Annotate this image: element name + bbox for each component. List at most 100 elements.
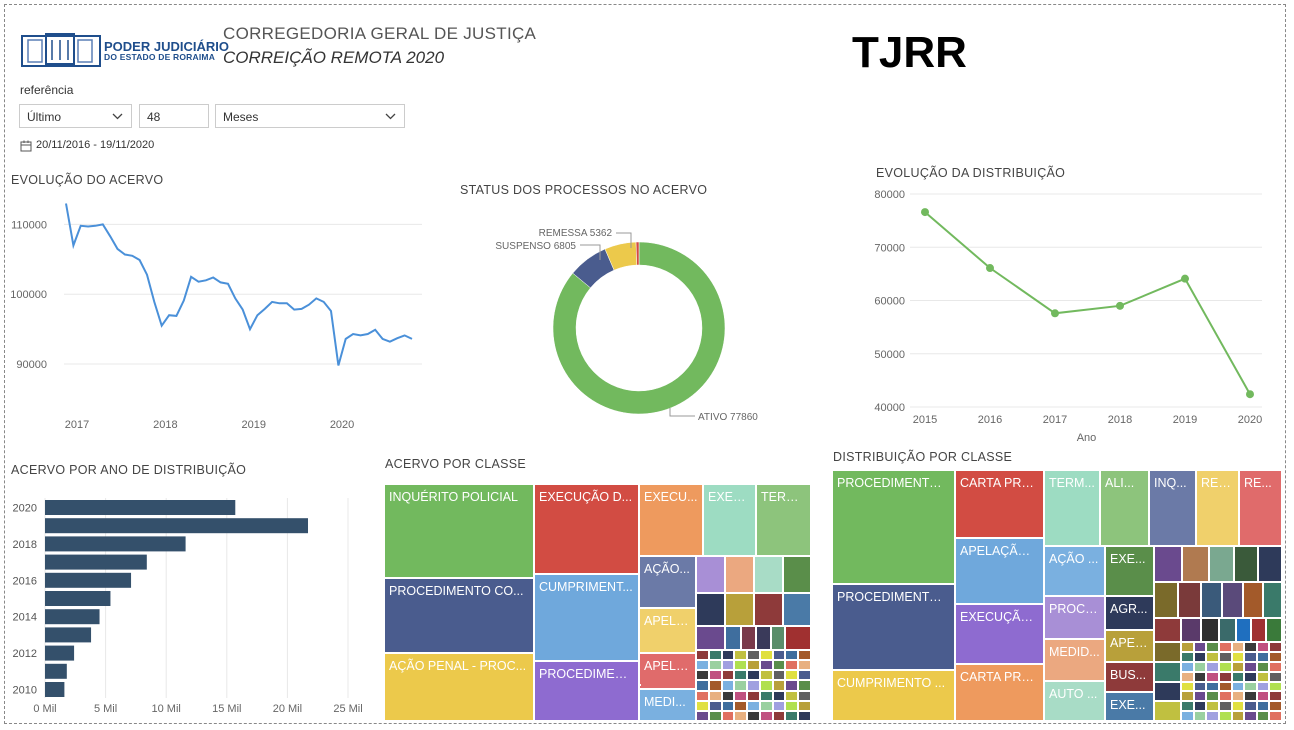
treemap-cell-small[interactable] bbox=[734, 650, 748, 661]
treemap-cell[interactable]: MEDI... bbox=[639, 689, 696, 721]
treemap-cell-small[interactable] bbox=[1231, 661, 1245, 672]
treemap-cell-small[interactable] bbox=[747, 690, 760, 701]
treemap-cell-small[interactable] bbox=[1206, 681, 1219, 692]
treemap-cell-small[interactable] bbox=[1193, 661, 1207, 672]
treemap-cell-small[interactable] bbox=[708, 670, 722, 681]
treemap-cell-small[interactable] bbox=[798, 650, 811, 661]
treemap-cell[interactable]: MEDID... bbox=[1044, 639, 1105, 681]
treemap-cell-small[interactable] bbox=[1231, 671, 1245, 682]
treemap-cell-small[interactable] bbox=[1244, 671, 1257, 682]
treemap-cell[interactable]: AÇÃO PENAL - PROC... bbox=[384, 653, 534, 721]
treemap-cell-small[interactable] bbox=[798, 700, 811, 711]
treemap-cell-small[interactable] bbox=[759, 710, 773, 721]
treemap-cell-small[interactable] bbox=[696, 660, 709, 671]
treemap-cell-small[interactable] bbox=[1218, 661, 1232, 672]
treemap-cell[interactable]: EXECU... bbox=[639, 484, 703, 556]
treemap-cell-small[interactable] bbox=[759, 660, 773, 671]
treemap-cell[interactable]: EXEC... bbox=[703, 484, 756, 556]
treemap-cell-small[interactable] bbox=[1181, 681, 1194, 692]
treemap-cell-small[interactable] bbox=[725, 593, 754, 626]
treemap-cell[interactable]: CUMPRIMENT... bbox=[534, 574, 639, 661]
treemap-cell-small[interactable] bbox=[1256, 711, 1270, 721]
treemap-cell-small[interactable] bbox=[754, 556, 783, 593]
treemap-cell-small[interactable] bbox=[798, 690, 811, 701]
treemap-cell-small[interactable] bbox=[725, 556, 754, 593]
treemap-cell-small[interactable] bbox=[1181, 671, 1194, 682]
treemap-cell-small[interactable] bbox=[783, 556, 811, 593]
treemap-cell[interactable]: PROCEDIMENTO ... bbox=[832, 584, 955, 670]
treemap-cell-small[interactable] bbox=[1154, 582, 1178, 618]
treemap-cell-small[interactable] bbox=[1218, 651, 1232, 662]
treemap-cell-small[interactable] bbox=[734, 710, 748, 721]
treemap-cell-small[interactable] bbox=[1231, 681, 1245, 692]
treemap-cell-small[interactable] bbox=[1206, 691, 1219, 702]
treemap-cell[interactable]: PROCEDIMENTO ... bbox=[832, 470, 955, 584]
treemap-cell-small[interactable] bbox=[1256, 701, 1270, 712]
treemap-cell[interactable]: CARTA PRE... bbox=[955, 470, 1044, 538]
treemap-cell-small[interactable] bbox=[1182, 546, 1209, 582]
treemap-cell-small[interactable] bbox=[721, 700, 735, 711]
treemap-cell-small[interactable] bbox=[1154, 681, 1181, 702]
treemap-cell-small[interactable] bbox=[1231, 651, 1245, 662]
treemap-cell-small[interactable] bbox=[1193, 691, 1207, 702]
treemap-cell-small[interactable] bbox=[708, 700, 722, 711]
treemap-cell-small[interactable] bbox=[1244, 691, 1257, 702]
treemap-cell-small[interactable] bbox=[798, 660, 811, 671]
treemap-cell[interactable]: PROCE... bbox=[1044, 596, 1105, 639]
treemap-cell-small[interactable] bbox=[639, 684, 641, 686]
treemap-cell[interactable]: ALI... bbox=[1100, 470, 1149, 546]
treemap-cell-small[interactable] bbox=[708, 710, 722, 721]
treemap-cell-small[interactable] bbox=[1258, 546, 1282, 582]
treemap-cell-small[interactable] bbox=[772, 710, 786, 721]
treemap-cell-small[interactable] bbox=[785, 626, 811, 650]
treemap-cell-small[interactable] bbox=[696, 700, 709, 711]
treemap-cell-small[interactable] bbox=[785, 680, 799, 691]
treemap-cell-small[interactable] bbox=[1269, 711, 1282, 721]
treemap-cell-small[interactable] bbox=[1244, 642, 1257, 652]
treemap-cell-small[interactable] bbox=[785, 690, 799, 701]
treemap-cell-small[interactable] bbox=[1193, 651, 1207, 662]
treemap-cell-small[interactable] bbox=[1256, 671, 1270, 682]
treemap-cell-small[interactable] bbox=[1244, 701, 1257, 712]
treemap-cell-small[interactable] bbox=[759, 690, 773, 701]
treemap-cell-small[interactable] bbox=[747, 650, 760, 661]
treemap-cell-small[interactable] bbox=[1269, 671, 1282, 682]
treemap-cell-small[interactable] bbox=[1256, 642, 1270, 652]
treemap-cell-small[interactable] bbox=[1218, 671, 1232, 682]
treemap-cell-small[interactable] bbox=[785, 650, 799, 661]
treemap-cell-small[interactable] bbox=[1256, 661, 1270, 672]
treemap-cell-small[interactable] bbox=[1154, 662, 1181, 682]
treemap-cell-small[interactable] bbox=[721, 660, 735, 671]
treemap-cell[interactable]: TERM... bbox=[1044, 470, 1100, 546]
treemap-cell-small[interactable] bbox=[1218, 681, 1232, 692]
treemap-cell-small[interactable] bbox=[1244, 661, 1257, 672]
treemap-cell-small[interactable] bbox=[1206, 651, 1219, 662]
treemap-cell[interactable]: EXECUÇÃO... bbox=[955, 604, 1044, 664]
treemap-cell-small[interactable] bbox=[747, 670, 760, 681]
treemap-cell-small[interactable] bbox=[1236, 618, 1251, 642]
treemap-cell[interactable]: INQ... bbox=[1149, 470, 1196, 546]
treemap-cell-small[interactable] bbox=[734, 680, 748, 691]
treemap-cell-small[interactable] bbox=[708, 690, 722, 701]
treemap-cell-small[interactable] bbox=[1206, 642, 1219, 652]
treemap-cell-small[interactable] bbox=[772, 650, 786, 661]
treemap-cell-small[interactable] bbox=[1218, 711, 1232, 721]
treemap-cell-small[interactable] bbox=[696, 626, 725, 650]
treemap-cell-small[interactable] bbox=[771, 626, 785, 650]
treemap-cell-small[interactable] bbox=[1222, 582, 1243, 618]
treemap-cell-small[interactable] bbox=[1219, 618, 1236, 642]
treemap-cell-small[interactable] bbox=[785, 700, 799, 711]
treemap-cell-small[interactable] bbox=[1218, 691, 1232, 702]
treemap-cell-small[interactable] bbox=[1193, 681, 1207, 692]
treemap-cell-small[interactable] bbox=[747, 710, 760, 721]
treemap-cell[interactable]: CARTA PRE... bbox=[955, 664, 1044, 721]
treemap-cell-small[interactable] bbox=[1206, 711, 1219, 721]
treemap-cell[interactable]: AÇÃO... bbox=[639, 556, 696, 608]
treemap-cell-small[interactable] bbox=[1269, 691, 1282, 702]
treemap-cell-small[interactable] bbox=[1154, 546, 1182, 582]
treemap-cell-small[interactable] bbox=[798, 670, 811, 681]
treemap-cell-small[interactable] bbox=[772, 690, 786, 701]
treemap-cell[interactable]: TERM... bbox=[756, 484, 811, 556]
treemap-cell-small[interactable] bbox=[1193, 642, 1207, 652]
treemap-cell-small[interactable] bbox=[1231, 691, 1245, 702]
